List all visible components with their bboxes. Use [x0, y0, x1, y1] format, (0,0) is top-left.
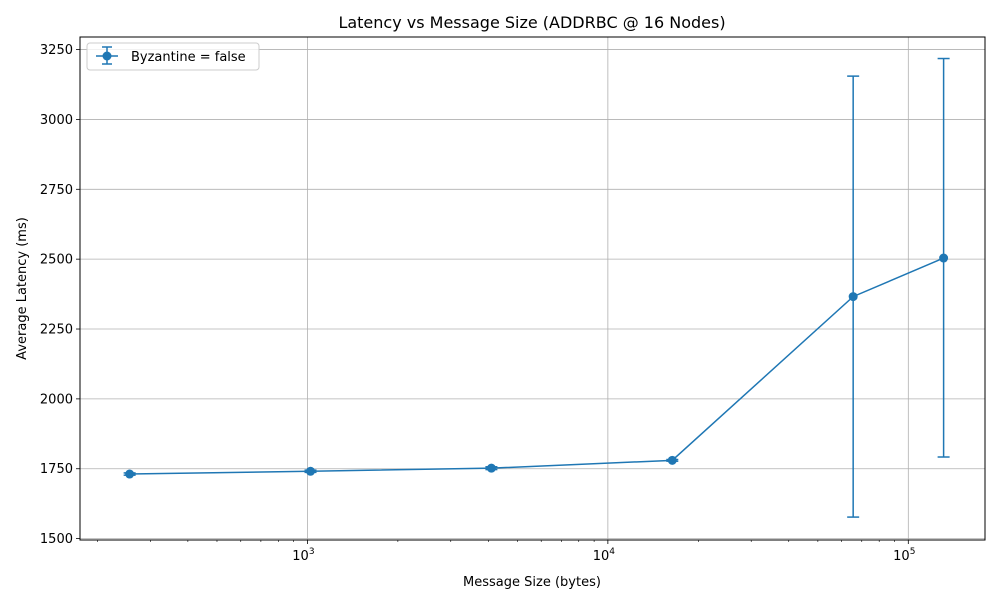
series-byzantine-false	[123, 57, 950, 518]
legend-marker	[96, 46, 118, 65]
chart-title: Latency vs Message Size (ADDRBC @ 16 Nod…	[338, 13, 725, 32]
x-tick-label: 103	[292, 547, 314, 564]
grid	[80, 37, 985, 540]
y-tick-label: 2000	[40, 392, 73, 407]
legend-label: Byzantine = false	[131, 50, 246, 65]
data-point	[667, 455, 677, 465]
plot-frame	[79, 36, 986, 541]
data-point	[486, 463, 496, 473]
x-tick-label: 104	[593, 547, 616, 564]
x-tick-label: 105	[893, 547, 915, 564]
legend-box	[86, 42, 260, 71]
y-axis-label: Average Latency (ms)	[15, 217, 30, 360]
y-tick-label: 3250	[40, 43, 73, 58]
y-tick-label: 2250	[40, 323, 73, 338]
y-axis: 1500 1750 2000 2250 2500 2750 3000 3250	[40, 43, 80, 547]
y-tick-label: 2750	[40, 183, 73, 198]
data-point	[306, 466, 316, 476]
y-tick-label: 2500	[40, 253, 73, 268]
series-line	[129, 257, 944, 475]
data-point	[848, 292, 858, 302]
y-tick-label: 1500	[40, 532, 73, 547]
x-axis: 103 104 105	[97, 540, 915, 564]
legend: Byzantine = false	[86, 42, 260, 71]
data-point	[125, 469, 135, 479]
y-tick-label: 3000	[40, 113, 73, 128]
x-axis-label: Message Size (bytes)	[463, 575, 601, 590]
y-tick-label: 1750	[40, 462, 73, 477]
data-point	[939, 253, 949, 263]
